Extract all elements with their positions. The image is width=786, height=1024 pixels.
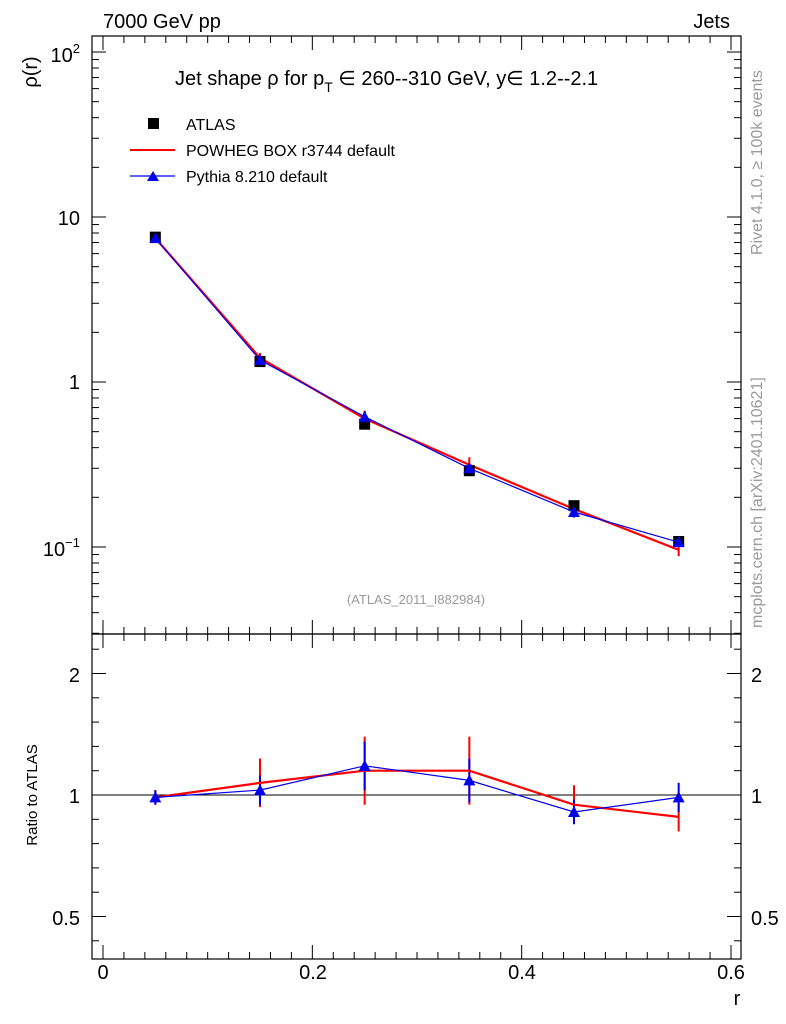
legend-label-powheg: POWHEG BOX r3744 default: [186, 143, 396, 160]
x-tick-label-0: 0: [97, 962, 108, 984]
pythia-ratio-marker-2: [358, 759, 371, 771]
pythia-marker-1: [254, 353, 266, 365]
chart-title: Jet shape ρ for pT ∈ 260--310 GeV, y∈ 1.…: [175, 68, 598, 95]
legend-atlas-marker: [148, 118, 159, 129]
pythia-ratio-marker-4: [568, 806, 580, 818]
axis-ticks: [92, 36, 741, 959]
pythia-ratio-marker-0: [149, 791, 162, 803]
analysis-watermark: (ATLAS_2011_I882984): [347, 592, 485, 607]
ratio-tick-label-right-0.5: 0.5: [751, 908, 779, 930]
pythia-marker-3: [463, 462, 476, 474]
pythia-marker-4: [568, 505, 580, 517]
x-tick-label-0.2: 0.2: [299, 962, 327, 984]
pythia-ratio-marker-1: [254, 784, 266, 796]
powheg-ratio-line: [155, 769, 679, 818]
y-axis-label: ρ(r): [20, 56, 42, 87]
legend: ATLAS POWHEG BOX r3744 default Pythia 8.…: [130, 117, 396, 186]
pythia-ratio-line: [155, 765, 679, 813]
ratio-tick-label-1: 1: [69, 786, 80, 808]
mcplots-label: mcplots.cern.ch [arXiv:2401.10621]: [749, 377, 766, 628]
pythia-ratio-marker-3: [463, 774, 476, 786]
y-tick-label-10: 10: [58, 208, 80, 230]
x-axis-label: r: [734, 988, 741, 1010]
x-tick-label-0.6: 0.6: [717, 962, 745, 984]
pythia-marker-5: [672, 536, 685, 548]
ratio-tick-label-0.5: 0.5: [52, 908, 80, 930]
ratio-tick-label-right-1: 1: [751, 786, 762, 808]
header-left: 7000 GeV pp: [103, 11, 221, 33]
pythia-line: [154, 237, 679, 543]
ratio-plot-frame: [91, 633, 742, 960]
y-tick-label-1: 1: [69, 372, 80, 394]
legend-label-atlas: ATLAS: [186, 117, 236, 134]
series-layer: [149, 231, 685, 832]
atlas-point-2: [359, 418, 371, 430]
legend-pythia-marker: [147, 171, 159, 181]
pythia-marker-2: [358, 410, 371, 422]
ratio-y-axis-label: Ratio to ATLAS: [24, 744, 41, 845]
legend-label-pythia: Pythia 8.210 default: [186, 169, 328, 186]
y-tick-label-0.1: 10−1: [43, 535, 80, 561]
pythia-ratio-marker-5: [672, 791, 685, 803]
ratio-tick-label-2: 2: [69, 665, 80, 687]
y-tick-label-100: 102: [51, 41, 80, 67]
x-tick-label-0.4: 0.4: [508, 962, 536, 984]
powheg-line: [154, 237, 680, 551]
rivet-label: Rivet 4.1.0, ≥ 100k events: [749, 70, 766, 255]
pythia-marker-0: [149, 232, 162, 244]
header-right: Jets: [693, 11, 730, 33]
atlas-point-4: [568, 500, 580, 512]
ratio-tick-label-right-2: 2: [751, 665, 762, 687]
